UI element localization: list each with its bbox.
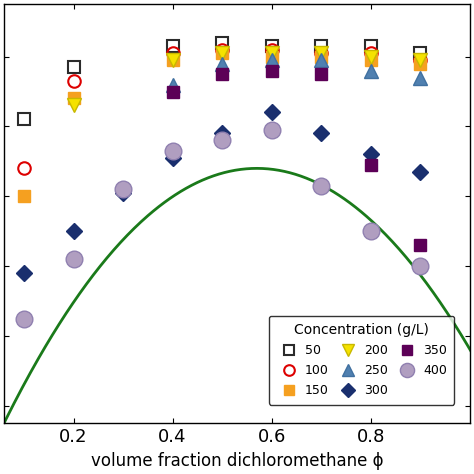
Legend: 50, 100, 150, 200, 250, 300, 350, 400: 50, 100, 150, 200, 250, 300, 350, 400: [269, 316, 454, 405]
X-axis label: volume fraction dichloromethane ϕ: volume fraction dichloromethane ϕ: [91, 452, 383, 470]
